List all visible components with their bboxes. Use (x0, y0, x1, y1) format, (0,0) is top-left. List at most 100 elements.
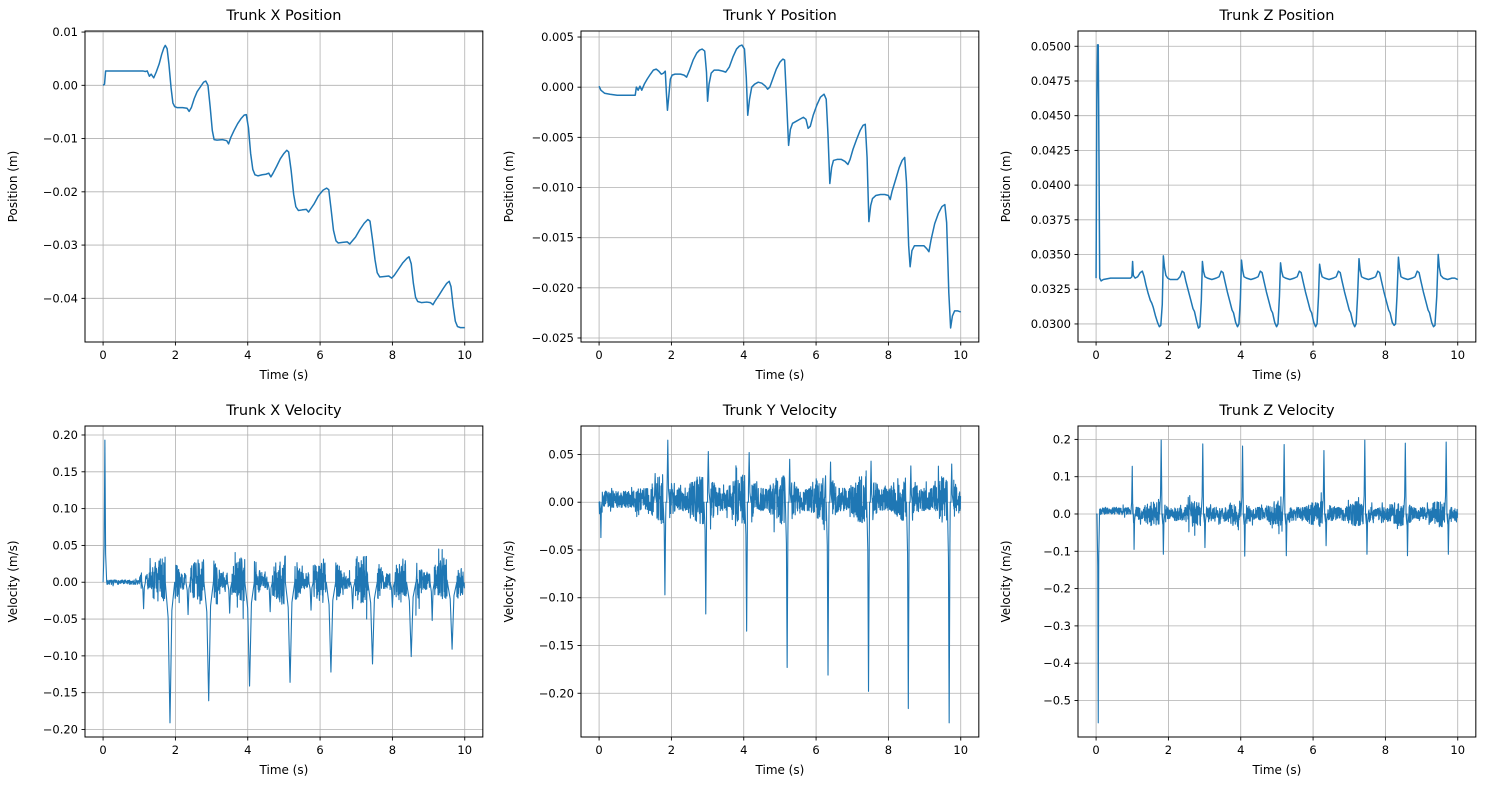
x-tick-label: 8 (389, 743, 396, 757)
y-tick-label: 0.00 (549, 495, 575, 509)
y-tick-label: 0.05 (549, 447, 575, 461)
x-tick-label: 0 (99, 743, 106, 757)
y-tick-label: −0.03 (43, 238, 78, 252)
subplot-trunk-y-position: 0 2 4 6 8 10 0.005 0.000 −0.005 −0.010 −0.015 −0.02… (496, 0, 993, 395)
plot-background (992, 395, 1489, 790)
y-tick-label: −0.20 (539, 686, 574, 700)
trunk-y-position-plot: 0 2 4 6 8 10 0.005 0.000 −0.005 −0.010 −0.015 −0.02… (496, 0, 993, 395)
x-tick-label: 2 (1164, 348, 1171, 362)
x-tick-label: 6 (316, 743, 323, 757)
y-tick-label: 0.2 (1052, 432, 1070, 446)
y-tick-label: −0.2 (1043, 582, 1071, 596)
x-tick-label: 4 (1237, 743, 1244, 757)
x-tick-label: 4 (1237, 348, 1244, 362)
tick-marks (577, 36, 962, 346)
trunk_y_velocity-line (598, 439, 962, 724)
trunk-x-position-plot: 0 2 4 6 8 10 0.01 0.00 −0.01 −0.02 −0.03 −0.04 Trunk… (0, 0, 497, 395)
axes-spines (84, 30, 484, 343)
x-tick-label: 2 (668, 348, 675, 362)
y-tick-label: −0.005 (532, 130, 575, 144)
chart-title: Trunk Z Velocity (1218, 403, 1335, 419)
tick-labels: 0 2 4 6 8 10 0.005 0.000 −0.005 −0.010 −0.015 −0.02… (532, 30, 969, 362)
y-tick-label: 0.0400 (1030, 178, 1070, 192)
trunk_z_position-line (1094, 44, 1458, 329)
subplot-trunk-x-velocity: 0 2 4 6 8 10 0.20 0.15 0.10 0.05 0.00 −0.05 −0.10 −0.… (0, 395, 497, 790)
y-tick-label: 0.0 (1052, 507, 1070, 521)
y-tick-label: 0.0475 (1030, 74, 1070, 88)
grid-lines (581, 31, 980, 342)
y-tick-label: −0.015 (532, 231, 575, 245)
x-tick-label: 10 (954, 348, 969, 362)
x-axis-label: Time (s) (1251, 763, 1301, 777)
chart-title: Trunk X Velocity (225, 403, 342, 419)
x-axis-label: Time (s) (1251, 368, 1301, 382)
y-tick-label: −0.02 (43, 185, 78, 199)
tick-labels: 0 2 4 6 8 10 0.05 0.00 −0.05 −0.10 −0.15 −0.20 (539, 447, 968, 757)
subplot-trunk-x-position: 0 2 4 6 8 10 0.01 0.00 −0.01 −0.02 −0.03 −0.04 Trunk… (0, 0, 497, 395)
x-tick-label: 8 (1381, 348, 1388, 362)
y-tick-label: 0.0500 (1030, 39, 1070, 53)
x-tick-label: 2 (172, 743, 179, 757)
trunk_z_velocity-line (1095, 439, 1458, 724)
tick-marks (81, 31, 466, 346)
x-tick-label: 0 (596, 348, 603, 362)
x-tick-label: 8 (885, 743, 892, 757)
y-tick-label: 0.01 (52, 25, 78, 39)
chart-title: Trunk Z Position (1218, 8, 1334, 24)
y-axis-label: Velocity (m/s) (6, 540, 20, 622)
x-tick-label: 6 (316, 348, 323, 362)
tick-labels: 0 2 4 6 8 10 0.2 0.1 0.0 −0.1 −0.2 −0.3 −0.4 −0.5 (1043, 432, 1465, 757)
x-tick-label: 4 (244, 743, 251, 757)
chart-title: Trunk X Position (225, 8, 341, 24)
y-tick-label: 0.005 (541, 30, 574, 44)
grid-lines (581, 426, 980, 737)
x-tick-label: 10 (954, 743, 969, 757)
axes-spines (1077, 30, 1476, 343)
y-tick-label: −0.15 (539, 638, 574, 652)
x-tick-label: 2 (172, 348, 179, 362)
y-tick-label: −0.4 (1043, 656, 1071, 670)
x-tick-label: 0 (1092, 743, 1099, 757)
x-tick-label: 10 (1450, 348, 1465, 362)
plot-background (992, 0, 1489, 395)
plot-background (496, 0, 993, 395)
y-tick-label: 0.0425 (1030, 143, 1070, 157)
y-tick-label: −0.10 (43, 649, 78, 663)
y-tick-label: 0.0450 (1030, 109, 1070, 123)
trunk_x_velocity-line (102, 439, 465, 724)
tick-labels: 0 2 4 6 8 10 0.20 0.15 0.10 0.05 0.00 −0.05 −0.10 −0.… (43, 428, 472, 757)
axes-spines (84, 425, 484, 738)
y-tick-label: 0.20 (52, 428, 78, 442)
subplot-trunk-z-position: 0 2 4 6 8 10 0.0500 0.0475 0.0450 0.0425 0.0400 0.0… (992, 0, 1489, 395)
y-tick-label: −0.020 (532, 281, 575, 295)
y-tick-label: 0.000 (541, 80, 574, 94)
tick-marks (1074, 438, 1458, 741)
x-tick-label: 6 (813, 743, 820, 757)
y-axis-label: Velocity (m/s) (502, 540, 516, 622)
tick-marks (1074, 45, 1458, 346)
x-axis-label: Time (s) (259, 763, 309, 777)
x-tick-label: 6 (813, 348, 820, 362)
x-tick-label: 8 (389, 348, 396, 362)
x-tick-label: 0 (596, 743, 603, 757)
trunk-x-velocity-plot: 0 2 4 6 8 10 0.20 0.15 0.10 0.05 0.00 −0.05 −0.10 −0.… (0, 395, 497, 790)
x-tick-label: 2 (1164, 743, 1171, 757)
tick-labels: 0 2 4 6 8 10 0.01 0.00 −0.01 −0.02 −0.03 −0.04 (43, 25, 472, 362)
x-tick-label: 6 (1309, 348, 1316, 362)
axes-spines (580, 30, 980, 343)
x-tick-label: 10 (457, 348, 472, 362)
x-tick-label: 8 (1381, 743, 1388, 757)
y-tick-label: 0.0300 (1030, 317, 1070, 331)
y-tick-label: 0.00 (52, 575, 78, 589)
trunk_x_position-line (102, 44, 465, 329)
x-tick-label: 4 (740, 743, 747, 757)
trunk-y-velocity-plot: 0 2 4 6 8 10 0.05 0.00 −0.05 −0.10 −0.15 −0.20 Trunk… (496, 395, 993, 790)
x-axis-label: Time (s) (755, 763, 805, 777)
y-tick-label: −0.025 (532, 331, 575, 345)
tick-labels: 0 2 4 6 8 10 0.0500 0.0475 0.0450 0.0425 0.0400 0.0… (1030, 39, 1464, 362)
y-axis-label: Position (m) (999, 151, 1013, 223)
y-tick-label: −0.010 (532, 181, 575, 195)
y-tick-label: 0.0375 (1030, 213, 1070, 227)
y-tick-label: −0.15 (43, 686, 78, 700)
y-tick-label: 0.0325 (1030, 282, 1070, 296)
